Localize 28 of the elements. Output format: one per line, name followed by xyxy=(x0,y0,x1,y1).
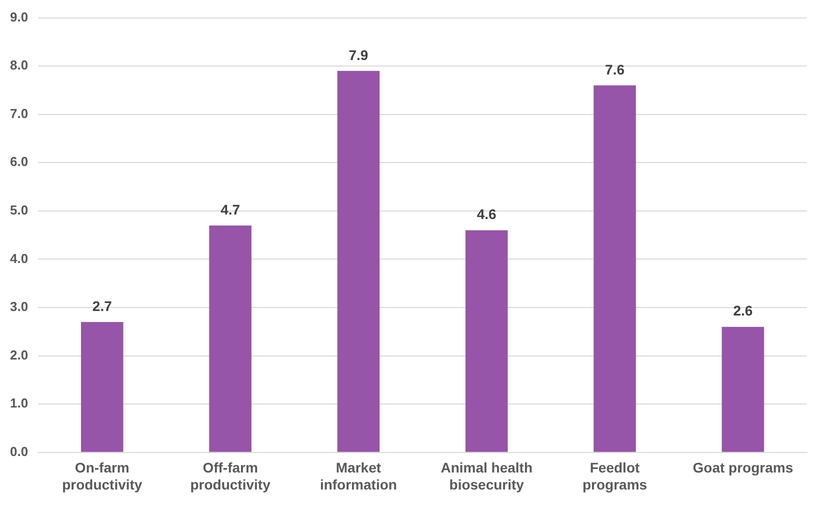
data-label: 7.9 xyxy=(348,46,368,63)
y-tick-label: 8.0 xyxy=(10,58,28,73)
y-tick-label: 1.0 xyxy=(10,396,28,411)
y-tick-label: 6.0 xyxy=(10,154,28,170)
y-tick-label: 4.0 xyxy=(10,250,28,266)
y-tick-label: 5.0 xyxy=(10,202,28,218)
bar xyxy=(337,70,380,452)
x-tick-label: Off-farm productivity xyxy=(190,460,271,492)
bar xyxy=(722,326,764,452)
y-tick-label: 0.0 xyxy=(10,444,28,459)
data-label: 2.7 xyxy=(92,298,112,314)
y-tick-label: 2.0 xyxy=(10,347,28,362)
x-tick-label: Animal health biosecurity xyxy=(440,460,533,492)
data-label: 4.7 xyxy=(220,201,240,218)
data-label: 7.6 xyxy=(605,61,625,78)
data-label: 2.6 xyxy=(733,302,753,319)
x-tick-label: Market information xyxy=(320,460,397,492)
x-tick-label: Feedlot programs xyxy=(582,460,648,492)
x-tick-label: Goat programs xyxy=(692,460,794,476)
data-label: 4.6 xyxy=(476,206,497,222)
y-tick-label: 3.0 xyxy=(10,299,28,314)
x-tick-label: On-farm productivity xyxy=(62,460,142,492)
bar xyxy=(465,230,508,452)
bar xyxy=(209,225,252,452)
bar xyxy=(594,85,636,452)
bar xyxy=(81,322,124,452)
y-tick-label: 9.0 xyxy=(10,9,28,24)
y-tick-label: 7.0 xyxy=(10,106,28,121)
